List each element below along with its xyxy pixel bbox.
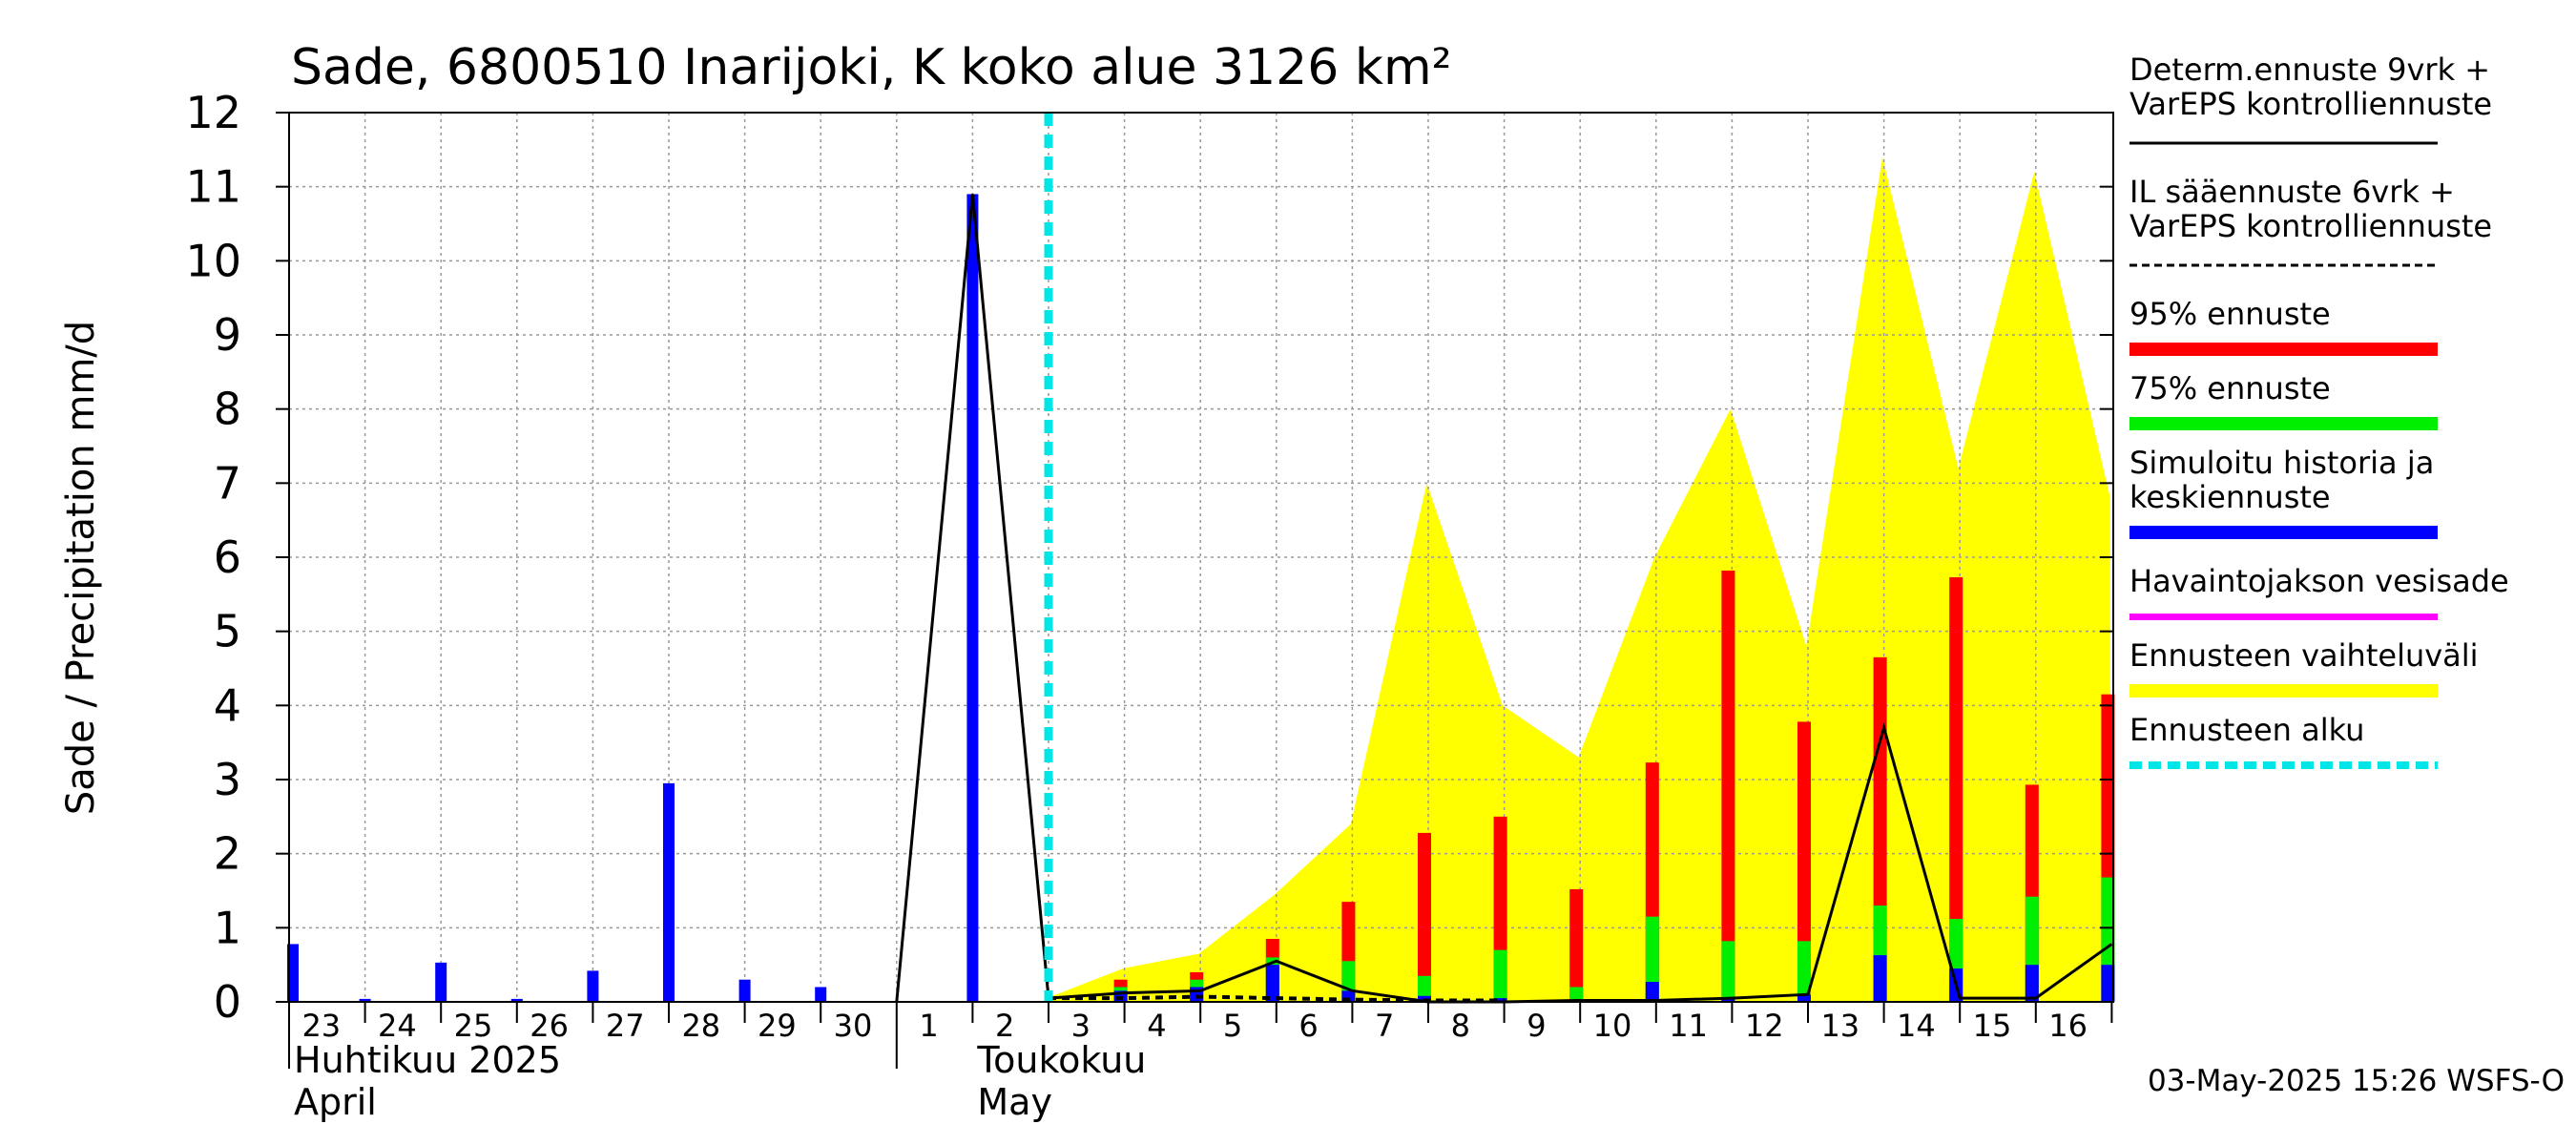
history-bar — [815, 987, 827, 1002]
history-bar — [359, 998, 371, 1002]
x-tick-label: 26 — [530, 1008, 569, 1044]
y-tick-label: 6 — [214, 531, 241, 583]
x-tick-label: 29 — [758, 1008, 797, 1044]
y-tick-label: 11 — [185, 161, 241, 213]
history-bar — [663, 782, 675, 1002]
y-tick-label: 5 — [214, 606, 241, 657]
legend-label: Ennusteen vaihteluväli — [2129, 637, 2479, 674]
legend-label: VarEPS kontrolliennuste — [2129, 208, 2492, 244]
x-tick-label: 12 — [1745, 1008, 1784, 1044]
p75-bar — [1569, 987, 1584, 1002]
p75-bar — [1645, 916, 1659, 1002]
timestamp-label: 03-May-2025 15:26 WSFS-O — [2148, 1064, 2565, 1098]
x-tick-labels: 23 24 25 26 27 28 29 30 1 2 3 4 5 6 7 8 9 10 11 12 13 14 15 16 — [301, 1008, 2088, 1044]
mean-bar — [1873, 955, 1887, 1002]
bars — [287, 194, 2115, 1002]
x-tick-label: 30 — [834, 1008, 873, 1044]
x-tick-label: 7 — [1375, 1008, 1394, 1044]
legend-label: 75% ennuste — [2129, 370, 2331, 406]
p75-bar — [1493, 949, 1507, 1002]
y-tick-label: 0 — [214, 976, 241, 1028]
history-bar — [435, 962, 447, 1002]
y-tick-label: 2 — [214, 828, 241, 880]
legend-label: Havaintojakson vesisade — [2129, 563, 2509, 599]
x-tick-label: 10 — [1593, 1008, 1632, 1044]
month-label-line2: April — [294, 1081, 377, 1123]
range-band-area — [1047, 156, 2110, 1003]
x-tick-label: 2 — [995, 1008, 1014, 1044]
x-tick-label: 8 — [1451, 1008, 1470, 1044]
mean-bar — [1265, 965, 1279, 1002]
history-bar — [587, 970, 599, 1002]
legend-swatch-blue — [2129, 526, 2438, 539]
il-dashed-line — [1049, 994, 1505, 1003]
legend-label: Simuloitu historia ja — [2129, 445, 2434, 481]
y-tick-label: 1 — [214, 902, 241, 953]
p95-bar — [1949, 576, 1963, 1002]
p95-bar — [1418, 832, 1431, 1002]
x-tick-label: 15 — [1973, 1008, 2012, 1044]
legend-label: IL sääennuste 6vrk + — [2129, 174, 2455, 210]
legend-swatch-magenta — [2129, 614, 2438, 620]
x-tick-label: 9 — [1527, 1008, 1546, 1044]
p95-bar — [1569, 888, 1584, 1002]
mean-bar — [1721, 998, 1735, 1002]
x-tick-label: 13 — [1820, 1008, 1859, 1044]
y-tick-label: 10 — [185, 235, 241, 286]
x-tick-label: 11 — [1669, 1008, 1708, 1044]
plot-frame — [276, 112, 2114, 1069]
mean-bar — [1341, 990, 1356, 1002]
legend-label: keskiennuste — [2129, 479, 2331, 515]
month-label-line1: Toukokuu — [976, 1039, 1146, 1081]
legend-label: VarEPS kontrolliennuste — [2129, 86, 2492, 122]
plot-area — [276, 112, 2115, 1069]
x-tick-label: 5 — [1223, 1008, 1242, 1044]
x-tick-label: 27 — [606, 1008, 645, 1044]
y-tick-label: 3 — [214, 754, 241, 805]
x-tick-label: 23 — [301, 1008, 341, 1044]
legend-swatch-green — [2129, 417, 2438, 430]
history-bar — [738, 979, 751, 1002]
chart-title: Sade, 6800510 Inarijoki, K koko alue 312… — [291, 39, 1452, 96]
forecast-range-band — [1047, 156, 2110, 1003]
x-tick-label: 25 — [454, 1008, 493, 1044]
history-bar — [966, 194, 979, 1002]
y-tick-label: 4 — [214, 679, 241, 731]
p75-bar — [1721, 941, 1735, 1002]
mean-bar — [2025, 965, 2039, 1002]
x-tick-label: 4 — [1147, 1008, 1166, 1044]
y-tick-label: 8 — [214, 384, 241, 435]
legend-swatch-red — [2129, 343, 2438, 356]
x-tick-label: 3 — [1071, 1008, 1091, 1044]
x-tick-label: 6 — [1298, 1008, 1318, 1044]
x-tick-label: 1 — [919, 1008, 938, 1044]
legend-label: Determ.ennuste 9vrk + — [2129, 52, 2490, 88]
x-tick-label: 28 — [681, 1008, 720, 1044]
month-label-line2: May — [977, 1081, 1052, 1123]
legend-label: Ennusteen alku — [2129, 712, 2364, 748]
y-tick-label: 7 — [214, 457, 241, 509]
mean-bar — [1645, 982, 1659, 1002]
p95-bar — [1721, 570, 1735, 1002]
history-bar — [510, 998, 523, 1002]
p75-bar — [1797, 941, 1811, 1002]
mean-bar — [1493, 998, 1507, 1002]
y-tick-label: 9 — [214, 309, 241, 361]
p95-bar — [1797, 721, 1811, 1002]
x-tick-label: 16 — [2048, 1008, 2088, 1044]
mean-bar — [1797, 994, 1811, 1002]
legend: Determ.ennuste 9vrk +VarEPS kontrollienn… — [2129, 52, 2509, 769]
p75-bar — [1418, 975, 1431, 1002]
y-tick-label: 12 — [185, 87, 241, 138]
legend-swatch-yellow — [2129, 684, 2438, 697]
mean-bar — [2101, 965, 2115, 1002]
x-tick-label: 24 — [378, 1008, 417, 1044]
month-label-line1: Huhtikuu 2025 — [294, 1039, 561, 1081]
y-axis-label: Sade / Precipitation mm/d — [59, 321, 103, 815]
legend-label: 95% ennuste — [2129, 296, 2331, 332]
x-tick-label: 14 — [1897, 1008, 1936, 1044]
